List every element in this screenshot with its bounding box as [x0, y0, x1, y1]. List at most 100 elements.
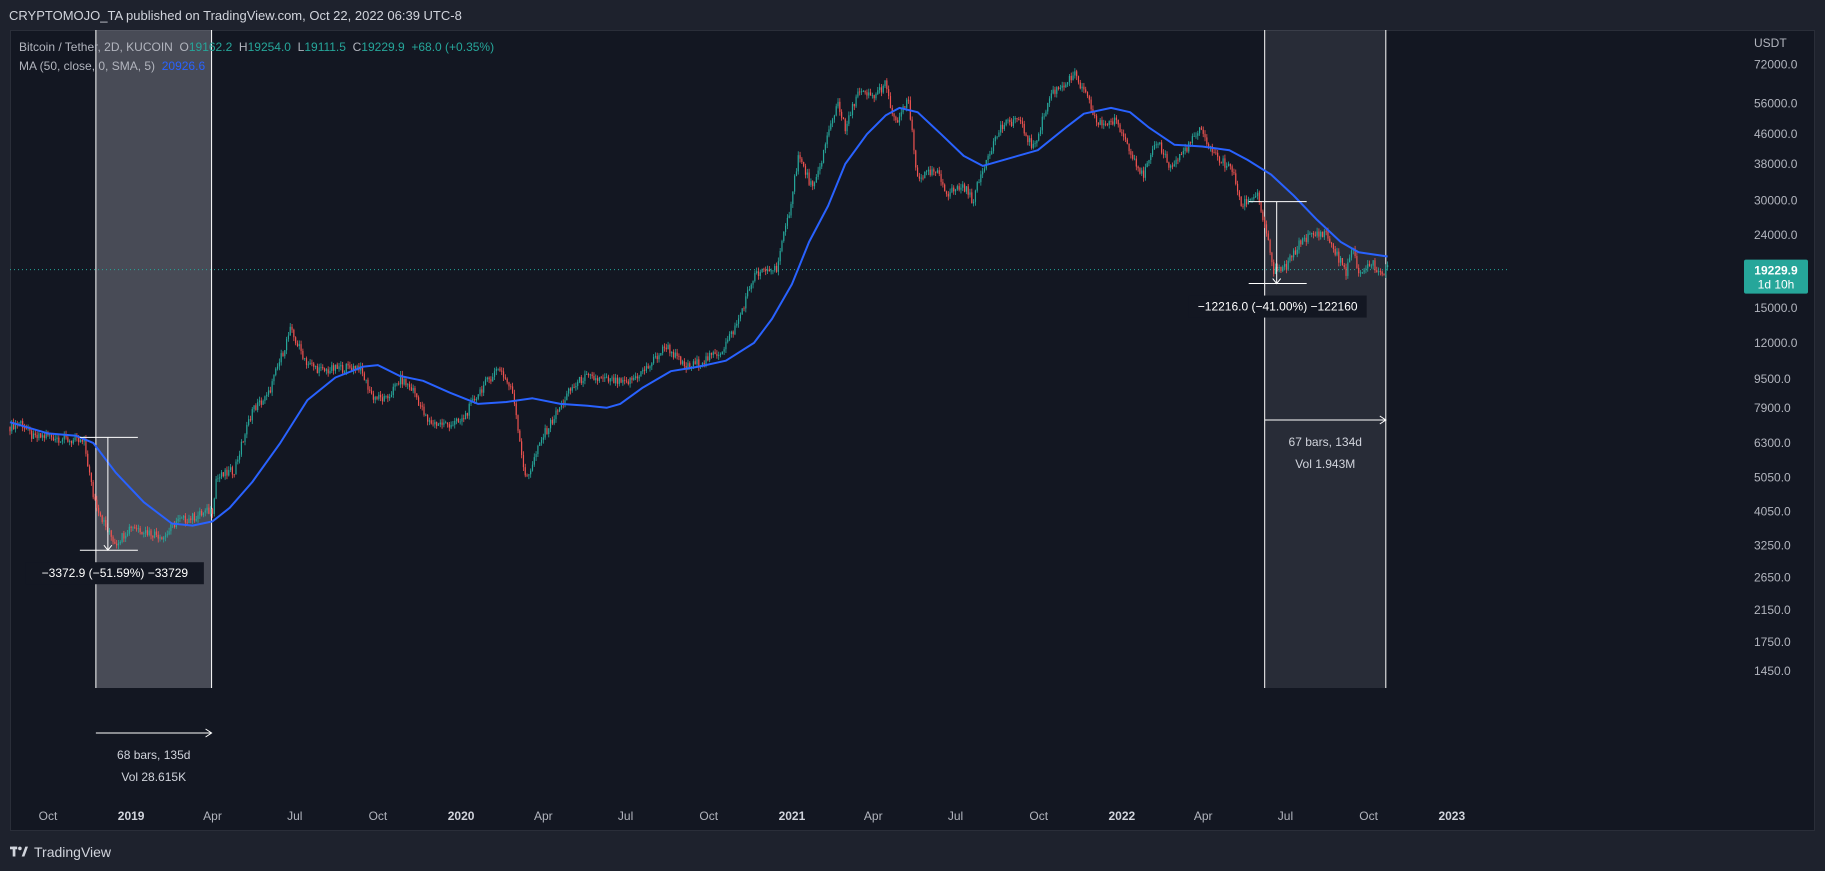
candle: [1332, 242, 1334, 253]
candle-body: [226, 469, 228, 476]
candle: [253, 405, 255, 413]
candle-body: [139, 528, 141, 533]
candle-body: [475, 398, 478, 401]
candle-body: [372, 393, 374, 400]
candle-body: [276, 366, 279, 369]
candle-body: [521, 441, 523, 456]
candle-body: [625, 380, 628, 382]
moving-average-line[interactable]: [9, 106, 1388, 527]
candle-body: [654, 356, 657, 358]
candle: [1238, 189, 1240, 201]
candle-body: [1162, 152, 1165, 155]
candle-body: [457, 418, 459, 423]
candle: [808, 168, 810, 186]
candle: [898, 112, 901, 126]
candle-body: [1170, 165, 1172, 168]
candle-body: [1361, 272, 1363, 274]
candle-body: [826, 135, 828, 145]
candle-body: [1215, 152, 1217, 154]
candle: [421, 401, 423, 411]
candle: [1027, 134, 1029, 146]
candle-body: [56, 437, 58, 439]
candle-body: [645, 366, 647, 371]
candle: [280, 349, 282, 366]
candle-body: [275, 368, 277, 375]
candle-body: [52, 437, 54, 441]
candle-body: [879, 87, 881, 91]
candle: [573, 383, 575, 389]
candle-body: [304, 358, 306, 360]
candle-body: [439, 422, 441, 425]
candle-body: [282, 353, 284, 357]
candle-body: [1316, 231, 1318, 236]
candle-body: [629, 377, 631, 384]
candle: [266, 392, 268, 401]
candle: [182, 514, 185, 521]
measurement-region-2[interactable]: [1264, 30, 1386, 688]
legend-ma-label[interactable]: MA (50, close, 0, SMA, 5): [19, 59, 156, 73]
candle-body: [620, 378, 622, 383]
candle: [1175, 156, 1177, 168]
candle-body: [483, 385, 485, 393]
candle: [188, 514, 190, 524]
candle-body: [374, 396, 376, 400]
candle-body: [788, 215, 790, 218]
candle-body: [1311, 232, 1313, 234]
candle: [376, 395, 378, 401]
candle-body: [1359, 272, 1362, 274]
chart-frame[interactable]: [10, 30, 1815, 831]
candle: [857, 88, 859, 99]
candle: [1269, 238, 1271, 256]
candle: [522, 451, 525, 471]
candle-body: [284, 350, 286, 357]
candle: [117, 539, 120, 550]
candle: [1300, 239, 1302, 247]
candle: [159, 534, 161, 542]
candle-body: [1238, 191, 1240, 197]
candle: [909, 96, 911, 121]
candle: [1329, 235, 1331, 244]
candle: [736, 320, 738, 328]
candle-body: [1130, 151, 1132, 155]
candle: [464, 410, 467, 420]
legend-symbol[interactable]: Bitcoin / Tether, 2D, KUCOIN: [19, 40, 173, 54]
candle-body: [25, 428, 27, 430]
candle-body: [1343, 264, 1345, 268]
candle: [575, 382, 577, 391]
measurement-region-1[interactable]: [95, 30, 212, 688]
candle: [880, 84, 883, 97]
candle: [222, 471, 224, 478]
candle-body: [1293, 250, 1295, 258]
candle-body: [119, 542, 121, 544]
candle-body: [631, 377, 633, 380]
candle: [976, 181, 978, 193]
candle-body: [504, 377, 506, 379]
candle-body: [1014, 117, 1016, 120]
candle-body: [575, 385, 577, 388]
candle: [763, 267, 765, 273]
x-tick-label: Oct: [39, 809, 58, 823]
candle-body: [146, 530, 149, 535]
candle: [1025, 132, 1027, 137]
x-tick-label: Oct: [699, 809, 718, 823]
candle: [137, 524, 139, 533]
candle: [513, 389, 516, 407]
candle: [173, 521, 176, 529]
measure-date-arrow-icon: [205, 728, 213, 738]
candle: [74, 433, 76, 442]
candle: [1034, 140, 1036, 148]
candle: [1235, 169, 1237, 186]
candle-body: [1032, 143, 1034, 148]
candle: [1063, 82, 1065, 91]
candle: [1130, 148, 1132, 159]
candle: [492, 373, 494, 382]
candle-body: [474, 398, 476, 401]
candle-body: [1159, 142, 1161, 144]
footer-brand[interactable]: TradingView: [10, 838, 111, 866]
candle-body: [1274, 267, 1277, 274]
candle-body: [481, 389, 483, 393]
candle-body: [857, 91, 859, 97]
candle: [853, 103, 855, 111]
candle-body: [1135, 158, 1137, 167]
